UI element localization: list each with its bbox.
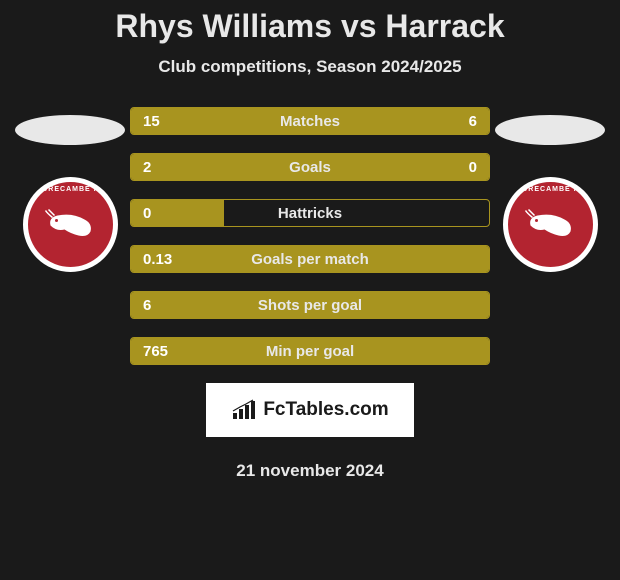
comparison-infographic: Rhys Williams vs Harrack Club competitio…	[0, 0, 620, 580]
subtitle: Club competitions, Season 2024/2025	[0, 57, 620, 77]
stat-right-value: 0	[396, 154, 489, 180]
page-title: Rhys Williams vs Harrack	[0, 8, 620, 45]
left-team-badge: MORECAMBE FC	[23, 177, 118, 272]
stat-left-value: 6	[131, 292, 489, 318]
badge-text-right: MORECAMBE FC	[508, 186, 593, 193]
stat-row: 00Hattricks	[130, 199, 490, 227]
stat-row: 0.13Goals per match	[130, 245, 490, 273]
left-oval	[15, 115, 125, 145]
right-team-col: MORECAMBE FC	[490, 107, 610, 272]
badge-text-left: MORECAMBE FC	[28, 186, 113, 193]
right-team-badge: MORECAMBE FC	[503, 177, 598, 272]
left-team-col: MORECAMBE FC	[10, 107, 130, 272]
stat-left-value: 2	[131, 154, 396, 180]
stat-right-value: 6	[385, 108, 489, 134]
fctables-logo: FcTables.com	[206, 383, 414, 437]
right-oval	[495, 115, 605, 145]
bars-icon	[231, 399, 257, 421]
main-row: MORECAMBE FC 156Matches 20Goals 00Hattrick…	[0, 107, 620, 365]
stat-left-value: 0.13	[131, 246, 489, 272]
stats-bars: 156Matches 20Goals 00Hattricks 0.13Goals pe…	[130, 107, 490, 365]
stat-left-value: 15	[131, 108, 385, 134]
stat-left-value: 0	[131, 200, 224, 226]
logo-text: FcTables.com	[263, 399, 388, 421]
stat-row: 765Min per goal	[130, 337, 490, 365]
stat-row: 20Goals	[130, 153, 490, 181]
stat-row: 156Matches	[130, 107, 490, 135]
stat-row: 6Shots per goal	[130, 291, 490, 319]
shrimp-icon	[43, 207, 98, 242]
stat-left-value: 765	[131, 338, 489, 364]
shrimp-icon	[523, 207, 578, 242]
date-line: 21 november 2024	[0, 461, 620, 481]
